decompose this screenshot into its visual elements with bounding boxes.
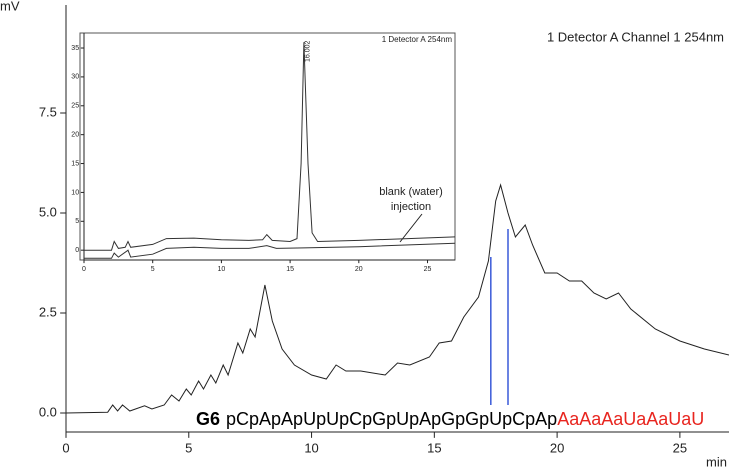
annotation: blank (water) [379,186,443,198]
trace [65,183,729,414]
inset-detector-label: 1 Detector A 254nm [382,35,453,44]
detector-label: 1 Detector A Channel 1 254nm [547,29,724,44]
peak-label: 16.002 [305,40,312,62]
annotation: injection [391,201,431,213]
sequence-part: pCpApApUpUpCpGpUpApGpGpUpCpAp [226,409,557,429]
x-tick-label: 20 [355,266,363,273]
y-tick-label: 35 [71,45,79,52]
sequence-part: AaAaAaUaAaUaU [557,409,704,429]
y-tick-label: 15 [71,160,79,167]
x-tick-label: 15 [286,266,294,273]
x-tick-label: 25 [424,266,432,273]
y-tick-label: 2.5 [39,304,57,319]
y-tick-label: 0 [75,247,79,254]
y-tick-label: 5 [75,218,79,225]
x-tick-label: 10 [304,440,318,455]
y-tick-label: 10 [71,189,79,196]
trace [84,42,456,251]
sequence-part: G6 [196,409,220,429]
y-axis-label: mV [0,0,20,13]
y-tick-label: 30 [71,74,79,81]
x-tick-label: 5 [151,266,155,273]
x-tick-label: 20 [550,440,564,455]
x-tick-label: 0 [62,440,69,455]
x-tick-label: 25 [673,440,687,455]
inset-frame [79,32,456,261]
y-tick-label: 20 [71,132,79,139]
trace [84,242,456,259]
x-tick-label: 0 [82,266,86,273]
x-axis-label: min [706,454,727,469]
x-tick-label: 15 [427,440,441,455]
y-tick-label: 7.5 [39,104,57,119]
sequence-label: G6 pCpApApUpUpCpGpUpApGpGpUpCpApAaAaAaUaA… [196,409,704,429]
y-tick-label: 5.0 [39,204,57,219]
annotation-arrow [399,213,423,243]
y-tick-label: 0.0 [39,404,57,419]
x-tick-label: 10 [218,266,226,273]
y-tick-label: 25 [71,103,79,110]
x-tick-label: 5 [185,440,192,455]
